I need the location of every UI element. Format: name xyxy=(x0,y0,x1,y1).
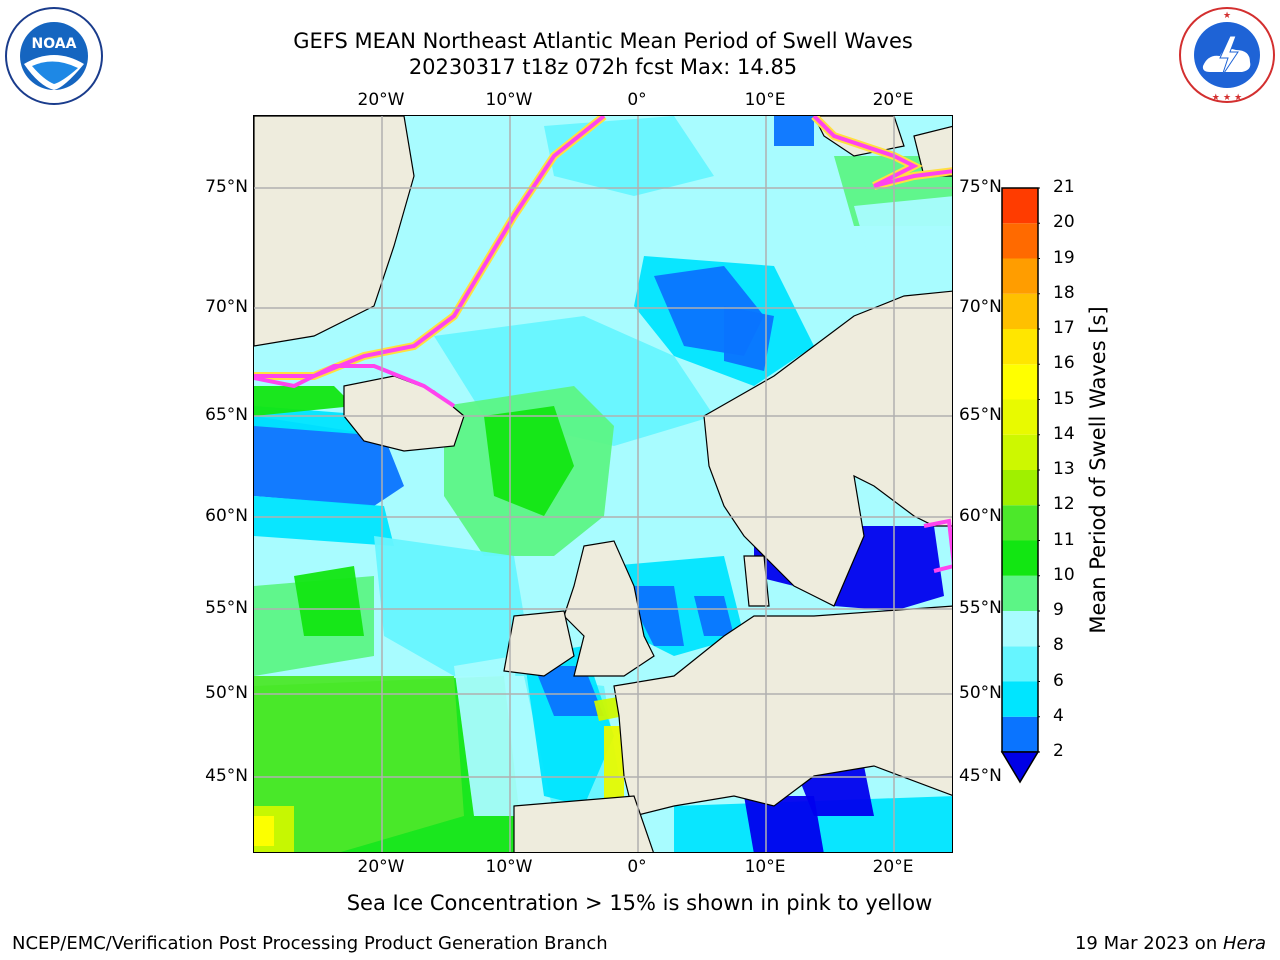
colorbar-tick-label: 13 xyxy=(1053,459,1075,479)
lon-tick-top: 20°E xyxy=(872,90,914,110)
svg-text:NOAA: NOAA xyxy=(32,36,77,52)
lon-tick-top: 10°E xyxy=(744,90,786,110)
colorbar-tick-label: 20 xyxy=(1053,212,1075,233)
lat-tick-left: 65°N xyxy=(205,405,248,425)
lon-tick-bottom: 10°E xyxy=(744,857,786,877)
colorbar-tick-label: 6 xyxy=(1053,670,1064,691)
colorbar-segment xyxy=(1002,329,1038,365)
lon-tick-bottom: 10°W xyxy=(485,857,533,877)
lat-tick-left: 55°N xyxy=(205,598,248,618)
colorbar-tick-label: 21 xyxy=(1053,177,1075,197)
colorbar-tick-label: 12 xyxy=(1053,494,1075,515)
sea-ice-caption: Sea Ice Concentration > 15% is shown in … xyxy=(346,891,933,915)
swell-contour-region xyxy=(794,766,874,816)
map-plot xyxy=(253,115,953,853)
swell-contour-region xyxy=(374,536,534,676)
sea-ice-edge xyxy=(923,518,952,573)
land-mass xyxy=(503,610,575,677)
colorbar-tick-label: 14 xyxy=(1053,423,1075,444)
colorbar-segment xyxy=(1002,399,1038,435)
svg-text:★ ★ ★: ★ ★ ★ xyxy=(1212,93,1242,103)
swell-contour-region xyxy=(774,116,814,146)
swell-contour-region xyxy=(544,116,714,196)
colorbar-tick-label: 8 xyxy=(1053,635,1064,656)
noaa-logo: NOAA xyxy=(4,6,104,106)
swell-contour-region xyxy=(254,816,274,846)
land-mass xyxy=(743,555,770,607)
lon-tick-top: 10°W xyxy=(485,90,533,110)
colorbar-segment xyxy=(1002,470,1038,506)
swell-contour-region xyxy=(294,566,364,636)
land-mass xyxy=(513,795,654,852)
swell-contour-region xyxy=(254,676,464,852)
colorbar-segment xyxy=(1002,223,1038,259)
swell-contour-region xyxy=(484,406,574,516)
chart-title: GEFS MEAN Northeast Atlantic Mean Period… xyxy=(293,29,913,53)
colorbar-segment xyxy=(1002,540,1038,576)
nws-logo: ★ ★ ★ ★ xyxy=(1178,6,1276,104)
colorbar-segment xyxy=(1002,611,1038,647)
colorbar-tick-label: 9 xyxy=(1053,600,1064,620)
swell-contour-region xyxy=(454,656,524,816)
lon-tick-bottom: 20°E xyxy=(872,857,914,877)
footer-host: Hera xyxy=(1222,933,1266,954)
swell-contour-region xyxy=(694,596,734,636)
colorbar-tick-label: 16 xyxy=(1053,353,1075,374)
colorbar-tick-label: 15 xyxy=(1053,388,1075,409)
swell-contour-region xyxy=(724,306,774,371)
colorbar-tick-label: 10 xyxy=(1053,564,1075,585)
colorbar-segment xyxy=(1002,364,1038,400)
lat-tick-right: 70°N xyxy=(959,297,1002,317)
colorbar-segment xyxy=(1002,434,1038,470)
sea-ice-edge xyxy=(254,364,456,408)
swell-contour-region xyxy=(254,386,354,416)
colorbar-tick-label: 17 xyxy=(1053,318,1075,338)
colorbar-tick-label: 4 xyxy=(1053,705,1064,726)
swell-contour-region xyxy=(624,586,684,646)
lon-tick-top: 20°W xyxy=(357,90,405,110)
lat-tick-right: 75°N xyxy=(959,177,1002,197)
colorbar-tick-label: 18 xyxy=(1053,282,1075,303)
footer-timestamp: 19 Mar 2023 on Hera xyxy=(1075,933,1266,954)
lat-tick-right: 55°N xyxy=(959,598,1002,618)
footer-credit: NCEP/EMC/Verification Post Processing Pr… xyxy=(12,933,608,954)
colorbar-segment xyxy=(1002,646,1038,682)
lat-tick-right: 45°N xyxy=(959,766,1002,786)
sea-ice-edge xyxy=(812,116,952,188)
lat-tick-right: 65°N xyxy=(959,405,1002,425)
lon-tick-bottom: 20°W xyxy=(357,857,405,877)
land-mass xyxy=(254,116,415,347)
colorbar-segment xyxy=(1002,258,1038,294)
svg-text:★: ★ xyxy=(1223,11,1231,21)
lat-tick-right: 60°N xyxy=(959,506,1002,526)
colorbar-segment xyxy=(1002,681,1038,717)
land-mass xyxy=(913,125,952,177)
colorbar-label: Mean Period of Swell Waves [s] xyxy=(1086,306,1110,634)
colorbar-tick-label: 2 xyxy=(1053,741,1064,761)
lat-tick-left: 45°N xyxy=(205,766,248,786)
swell-contour-region xyxy=(604,726,624,806)
colorbar-segment xyxy=(1002,505,1038,541)
lon-tick-bottom: 0° xyxy=(627,857,647,877)
swell-contour-region xyxy=(534,666,604,716)
colorbar-segment xyxy=(1002,188,1038,224)
colorbar-segment xyxy=(1002,716,1038,752)
footer-date: 19 Mar 2023 on xyxy=(1074,933,1223,954)
swell-contour-region xyxy=(854,196,952,276)
lat-tick-left: 70°N xyxy=(205,297,248,317)
colorbar-underflow-triangle xyxy=(1000,751,1040,784)
lat-tick-left: 60°N xyxy=(205,506,248,526)
lat-tick-left: 75°N xyxy=(205,177,248,197)
swell-contour-region xyxy=(744,796,824,852)
colorbar-segment xyxy=(1002,575,1038,611)
lon-tick-top: 0° xyxy=(627,90,647,110)
swell-contour-region xyxy=(254,496,394,546)
colorbar xyxy=(1000,186,1044,786)
lat-tick-left: 50°N xyxy=(205,683,248,703)
colorbar-tick-label: 19 xyxy=(1053,247,1075,268)
lat-tick-right: 50°N xyxy=(959,683,1002,703)
colorbar-segment xyxy=(1002,293,1038,329)
colorbar-tick-label: 11 xyxy=(1053,529,1075,550)
chart-subtitle: 20230317 t18z 072h fcst Max: 14.85 xyxy=(408,55,798,79)
